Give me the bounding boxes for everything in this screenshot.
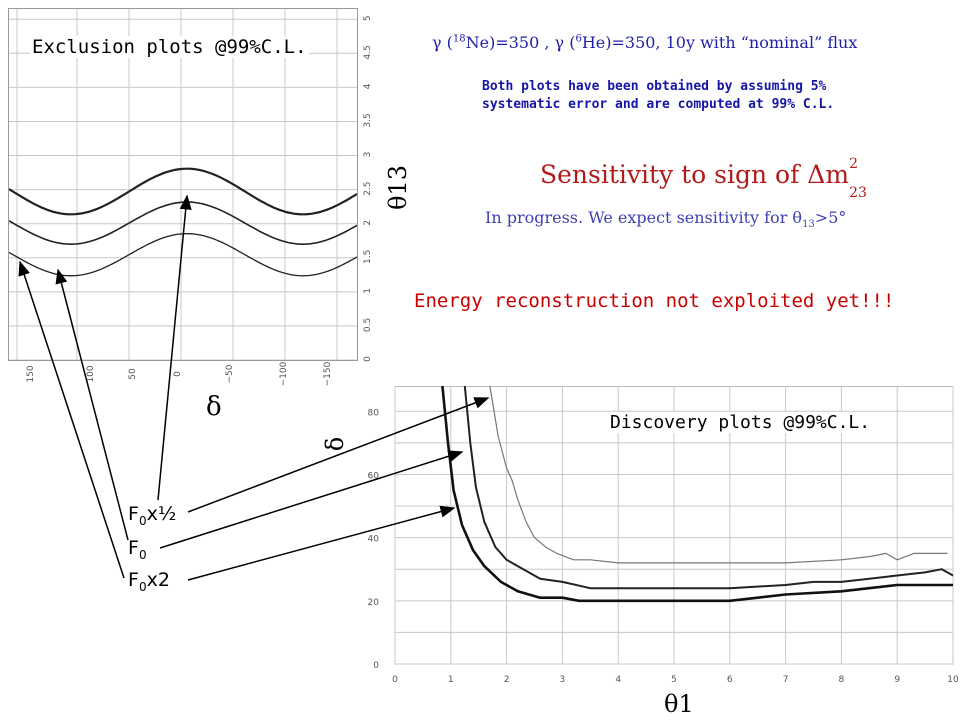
flux-gamma-he: γ ( bbox=[554, 33, 576, 52]
discovery-y-tick: 0 bbox=[373, 661, 379, 671]
exclusion-plot-svg bbox=[9, 9, 357, 360]
sensitivity-sup: 2 bbox=[849, 156, 858, 172]
exclusion-x-tick: 0 bbox=[173, 371, 183, 377]
discovery-x-tick: 6 bbox=[727, 675, 733, 685]
exclusion-x-tick: −100 bbox=[279, 361, 289, 386]
flux-label-half: F0x½ bbox=[128, 503, 176, 528]
exclusion-x-ticks: 150 100 50 0 −50 −100 −150 bbox=[26, 361, 333, 386]
exclusion-x-tick: 100 bbox=[86, 365, 96, 382]
exclusion-y-tick: 3 bbox=[363, 152, 373, 158]
discovery-curve-half bbox=[489, 386, 948, 564]
discovery-x-tick: 3 bbox=[560, 675, 566, 685]
flux-label-nominal-sub: 0 bbox=[138, 547, 147, 562]
discovery-x-tick: 1 bbox=[448, 675, 454, 685]
discovery-title: Discovery plots @99%C.L. bbox=[608, 412, 873, 433]
discovery-y-axis-label: δ bbox=[321, 436, 350, 452]
discovery-y-tick: 60 bbox=[368, 471, 380, 481]
discovery-curve-nominal bbox=[463, 386, 954, 590]
discovery-x-tick: 0 bbox=[392, 675, 398, 685]
progress-suffix: >5° bbox=[814, 208, 847, 227]
sensitivity-sub: 23 bbox=[849, 185, 867, 201]
flux-he: He)=350, 10y with “nominal” flux bbox=[581, 33, 858, 52]
exclusion-x-tick: 50 bbox=[128, 368, 138, 380]
exclusion-y-tick: 3.5 bbox=[363, 113, 373, 127]
exclusion-curve-half bbox=[9, 232, 357, 277]
progress-text: In progress. We expect sensitivity for θ bbox=[485, 208, 803, 227]
exclusion-x-tick: 150 bbox=[26, 365, 36, 382]
exclusion-y-tick: 4.5 bbox=[363, 45, 373, 59]
flux-label-half-suffix: x½ bbox=[146, 503, 177, 525]
progress-note: In progress. We expect sensitivity for θ… bbox=[485, 208, 846, 230]
progress-sub: 13 bbox=[802, 219, 815, 231]
exclusion-x-tick: −50 bbox=[225, 364, 235, 383]
discovery-x-tick: 5 bbox=[671, 675, 677, 685]
exclusion-curve-nominal bbox=[9, 201, 357, 246]
discovery-y-tick: 40 bbox=[368, 535, 380, 545]
exclusion-y-tick: 1 bbox=[363, 288, 373, 294]
discovery-plot: 0 20 40 60 80 0 1 2 3 4 5 6 7 8 9 10 bbox=[368, 386, 959, 685]
systematic-note: Both plots have been obtained by assumin… bbox=[482, 78, 834, 114]
exclusion-y-ticks: 0 0.5 1 1.5 2 2.5 3 3.5 4 4.5 5 bbox=[363, 15, 373, 362]
flux-label-nominal-base: F bbox=[128, 537, 139, 559]
exclusion-y-tick: 2.5 bbox=[363, 181, 373, 195]
systematic-note-line2: systematic error and are computed at 99%… bbox=[482, 97, 835, 112]
exclusion-y-tick: 4 bbox=[363, 83, 373, 89]
flux-label-half-base: F bbox=[128, 503, 139, 525]
discovery-y-tick: 80 bbox=[368, 408, 380, 418]
exclusion-x-axis-label: δ bbox=[206, 392, 222, 422]
flux-label-double-sub: 0 bbox=[138, 579, 147, 594]
energy-note: Energy reconstruction not exploited yet!… bbox=[414, 290, 895, 312]
flux-ne-mass: 18 bbox=[452, 33, 466, 45]
flux-info: γ (18Ne)=350 , γ (6He)=350, 10y with “no… bbox=[432, 33, 857, 52]
sensitivity-heading: Sensitivity to sign of Δm 2 23 bbox=[540, 156, 867, 201]
discovery-x-tick: 4 bbox=[615, 675, 621, 685]
discovery-x-tick: 7 bbox=[783, 675, 789, 685]
exclusion-y-tick: 2 bbox=[363, 220, 373, 226]
flux-he-mass: 6 bbox=[575, 33, 582, 45]
exclusion-plot bbox=[8, 8, 358, 361]
exclusion-y-tick: 0 bbox=[363, 356, 373, 362]
flux-ne: Ne)=350 , bbox=[465, 33, 555, 52]
flux-label-half-sub: 0 bbox=[138, 513, 147, 528]
exclusion-y-tick: 5 bbox=[363, 15, 373, 21]
flux-gamma-ne: γ ( bbox=[432, 33, 453, 52]
exclusion-y-axis-label: θ13 bbox=[384, 165, 412, 210]
exclusion-x-tick: −150 bbox=[323, 361, 333, 386]
exclusion-y-tick: 0.5 bbox=[363, 318, 373, 332]
discovery-x-tick: 9 bbox=[894, 675, 900, 685]
flux-label-nominal: F0 bbox=[128, 537, 147, 562]
systematic-note-line1: Both plots have been obtained by assumin… bbox=[482, 79, 827, 94]
discovery-y-tick: 20 bbox=[368, 598, 380, 608]
discovery-x-tick: 10 bbox=[947, 675, 959, 685]
flux-label-double-suffix: x2 bbox=[146, 569, 170, 591]
exclusion-curve-double bbox=[9, 167, 357, 216]
discovery-x-tick: 8 bbox=[839, 675, 845, 685]
discovery-x-axis-label: θ1 bbox=[664, 690, 694, 718]
discovery-x-tick: 2 bbox=[504, 675, 510, 685]
sensitivity-text: Sensitivity to sign of Δm bbox=[540, 160, 850, 189]
exclusion-y-tick: 1.5 bbox=[363, 250, 373, 264]
exclusion-title: Exclusion plots @99%C.L. bbox=[30, 36, 309, 58]
flux-label-double: F0x2 bbox=[128, 569, 170, 594]
flux-label-double-base: F bbox=[128, 569, 139, 591]
